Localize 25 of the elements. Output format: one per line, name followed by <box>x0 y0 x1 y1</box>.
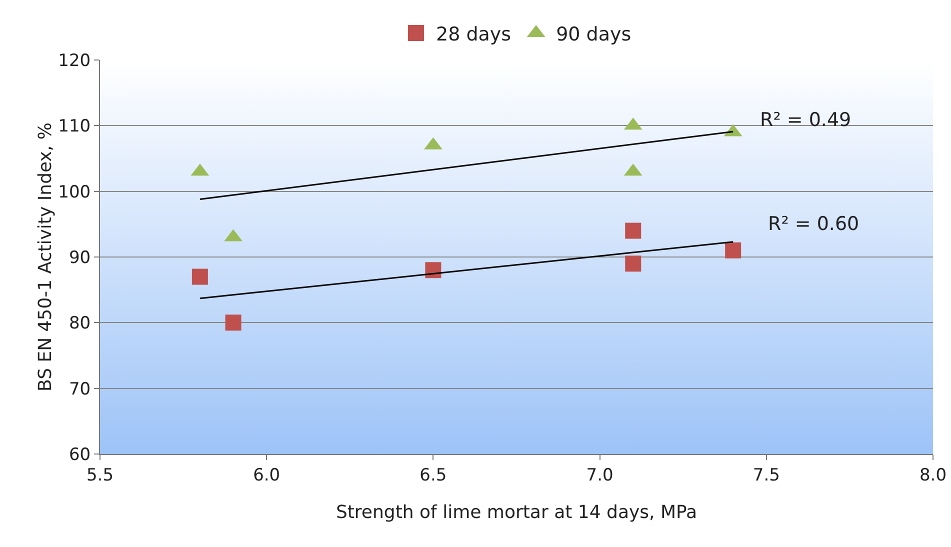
point <box>725 242 742 258</box>
y-tick-label: 110 <box>58 116 91 137</box>
y-tick-label: 60 <box>68 444 91 465</box>
y-tick-label: 90 <box>68 248 91 268</box>
point <box>192 268 208 285</box>
y-tick-label: 120 <box>58 50 91 71</box>
x-tick-label: 7.0 <box>586 465 614 486</box>
point <box>625 222 642 239</box>
point <box>225 314 242 331</box>
x-tick-label: 6.0 <box>253 465 280 486</box>
y-axis-title: BS EN 450-1 Activity Index, % <box>35 122 56 392</box>
x-tick-label: 6.5 <box>420 465 447 486</box>
annotation: R² = 0.49 <box>760 109 852 131</box>
x-tick-label: 7.5 <box>752 465 780 486</box>
legend-label: 90 days <box>556 23 632 46</box>
point <box>425 262 442 278</box>
x-axis-title: Strength of lime mortar at 14 days, MPa <box>336 502 698 523</box>
y-tick-label: 80 <box>68 314 91 334</box>
legend-label: 28 days <box>436 23 512 46</box>
point <box>625 256 642 272</box>
x-tick-label: 8.0 <box>919 465 947 486</box>
x-tick-label: 5.5 <box>86 465 114 486</box>
annotation: R² = 0.60 <box>768 213 860 235</box>
y-tick-label: 100 <box>58 182 91 202</box>
y-tick-label: 70 <box>68 379 91 400</box>
